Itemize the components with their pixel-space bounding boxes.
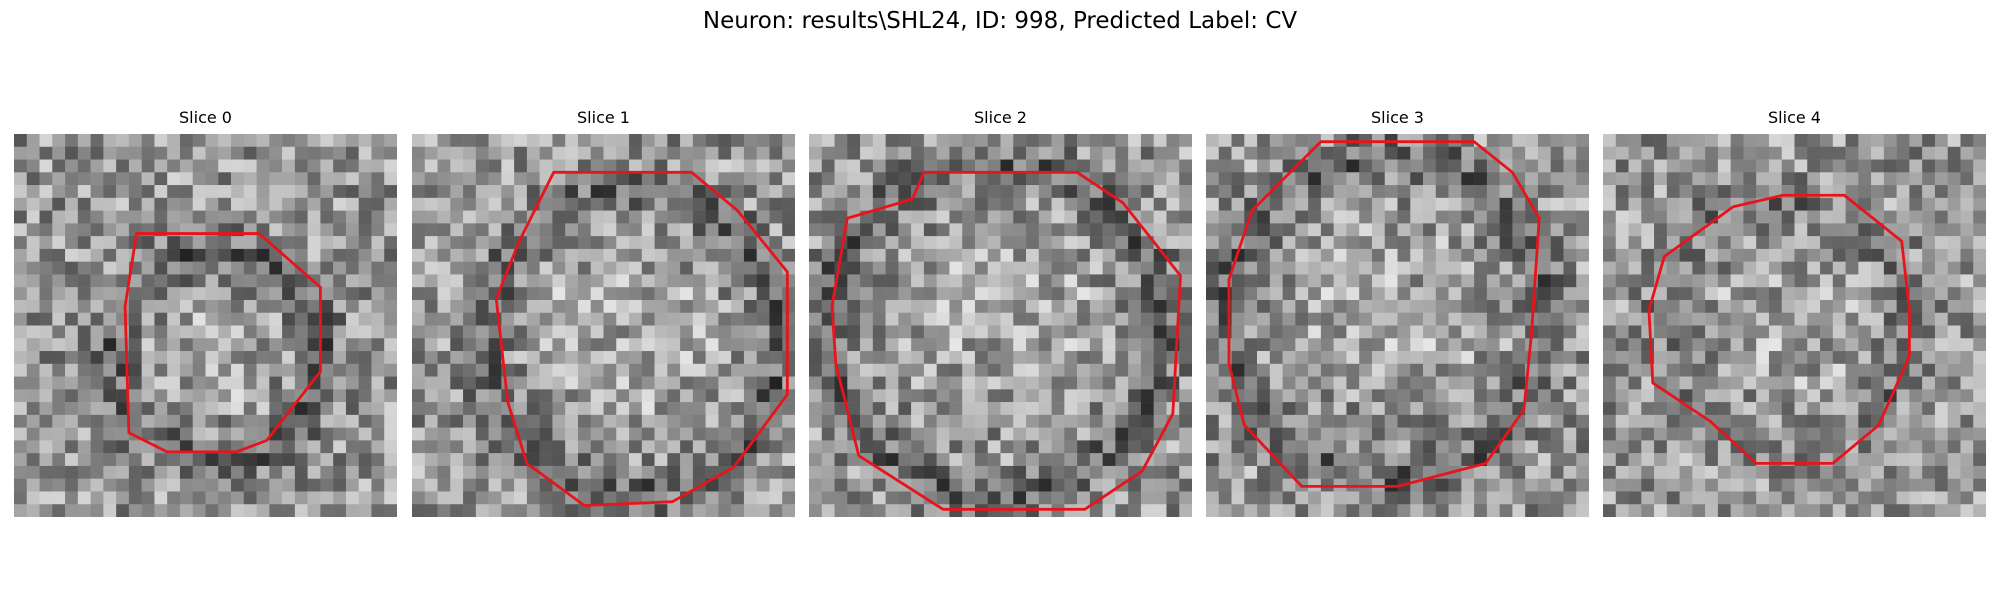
slice-image-2 <box>809 134 1192 517</box>
slice-image-3 <box>1206 134 1589 517</box>
slice-title-1: Slice 1 <box>577 108 630 127</box>
slice-image-4 <box>1603 134 1986 517</box>
figure-title: Neuron: results\SHL24, ID: 998, Predicte… <box>702 8 1298 34</box>
slice-title-0: Slice 0 <box>179 108 232 127</box>
slice-title-3: Slice 3 <box>1371 108 1424 127</box>
roi-contour <box>494 170 789 507</box>
slice-image-1 <box>412 134 795 517</box>
slice-title-4: Slice 4 <box>1768 108 1821 127</box>
slice-image-0 <box>14 134 397 517</box>
roi-contour <box>1647 193 1911 465</box>
roi-contour <box>123 232 322 454</box>
slice-title-2: Slice 2 <box>974 108 1027 127</box>
roi-contour <box>830 170 1182 511</box>
roi-contour <box>1227 140 1541 488</box>
